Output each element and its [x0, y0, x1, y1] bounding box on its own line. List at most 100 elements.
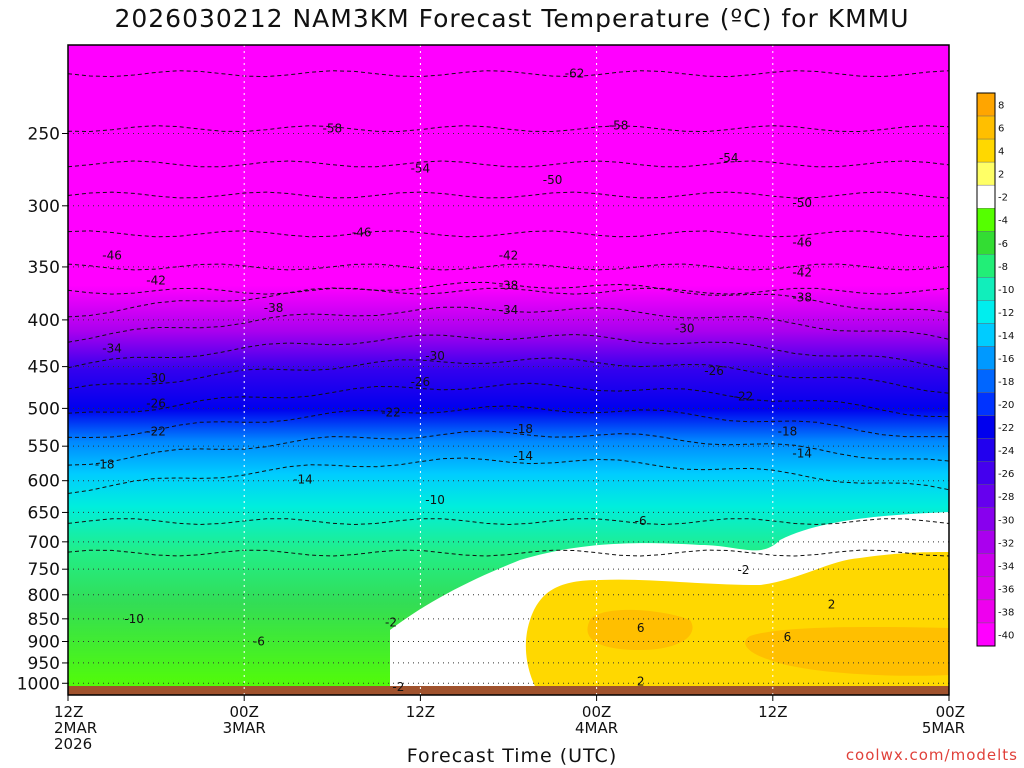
warmer-core: [587, 609, 693, 650]
contour-label: -42: [499, 248, 519, 262]
colorbar-swatch: [976, 277, 996, 301]
contour-label: -54: [719, 151, 739, 165]
x-axis-label: Forecast Time (UTC): [406, 745, 618, 767]
y-tick-label: 800: [28, 586, 60, 606]
contour-label: -26: [411, 375, 431, 389]
y-tick-label: 900: [28, 632, 60, 652]
contour-label: -26: [146, 397, 166, 411]
x-tick-label: 00Z: [936, 703, 965, 721]
colorbar-swatch: [976, 346, 996, 370]
contour-label: -18: [778, 424, 798, 438]
chart-title: 2026030212 NAM3KM Forecast Temperature (…: [114, 4, 910, 33]
colorbar-swatch: [976, 231, 996, 255]
contour-line: [68, 357, 949, 394]
colorbar-label: -4: [998, 216, 1008, 227]
colorbar-label: 6: [998, 124, 1004, 135]
contour-label: -62: [565, 67, 585, 81]
contour-line: [68, 263, 949, 271]
colorbar-swatch: [976, 115, 996, 140]
contour-label: -22: [734, 389, 754, 403]
colorbar-label: -32: [998, 538, 1014, 549]
x-tick-label: 12Z: [54, 703, 83, 721]
x-tick-label: 12Z: [406, 703, 435, 721]
colorbar-label: -36: [998, 584, 1014, 595]
colorbar-label: -26: [998, 469, 1014, 480]
colorbar-swatch: [976, 392, 996, 416]
contour-label: -46: [352, 226, 372, 240]
contour-line: [68, 430, 949, 466]
colorbar-label: 2: [998, 170, 1004, 181]
contour-line: [68, 125, 949, 133]
contour-line: [68, 518, 949, 526]
colorbar-swatch: [976, 184, 996, 209]
contour-line: [68, 306, 949, 343]
y-tick-label: 550: [28, 437, 60, 457]
colorbar-label: -10: [998, 285, 1014, 296]
contour-line: [68, 382, 949, 418]
contour-line: [68, 457, 949, 494]
contour-label: -38: [499, 279, 519, 293]
y-tick-label: 400: [28, 311, 60, 331]
x-tick-label: 5MAR: [922, 719, 965, 737]
colorbar-swatch: [976, 323, 996, 347]
contour-label: -54: [411, 161, 431, 175]
contour-label: -14: [792, 446, 812, 460]
contour-label: -58: [322, 122, 342, 136]
colorbar-label: -30: [998, 515, 1014, 526]
contour-line: [68, 191, 949, 199]
colorbar-label: -28: [998, 492, 1014, 503]
colorbar-swatch: [976, 461, 996, 485]
colorbar-swatch: [976, 530, 996, 555]
contour-label: 6: [637, 621, 645, 635]
credit-link[interactable]: coolwx.com/modelts: [845, 746, 1018, 764]
x-tick-label: 4MAR: [575, 719, 618, 737]
colorbar-swatch: [976, 300, 996, 324]
colorbar-label: -6: [998, 239, 1008, 250]
contour-label: -14: [293, 472, 313, 486]
contour-line: [68, 287, 949, 295]
contour-label: -50: [792, 196, 812, 210]
contour-line: [68, 405, 949, 439]
contour-label: -42: [146, 273, 166, 287]
colorbar-label: -2: [998, 193, 1008, 204]
x-tick-label: 2026: [54, 735, 92, 753]
colorbar-swatch: [976, 576, 996, 601]
colorbar-swatch: [976, 484, 996, 508]
x-tick-label: 3MAR: [223, 719, 266, 737]
colorbar-label: -22: [998, 423, 1014, 434]
contour-label: -14: [513, 449, 533, 463]
y-tick-label: 750: [28, 560, 60, 580]
contour-label: -10: [124, 612, 144, 626]
y-tick-label: 500: [28, 399, 60, 419]
contour-label: -2: [392, 680, 404, 694]
contour-label: -30: [675, 322, 695, 336]
colorbar-swatch: [976, 438, 996, 462]
colorbar-swatch: [976, 415, 996, 439]
contour-label: -50: [543, 173, 563, 187]
y-tick-label: 950: [28, 654, 60, 674]
colorbar-swatch: [976, 369, 996, 393]
contour-label: -58: [609, 118, 629, 132]
y-tick-label: 600: [28, 472, 60, 492]
colorbar-swatch: [976, 507, 996, 531]
contour-label: -22: [146, 424, 166, 438]
colorbar-label: -20: [998, 400, 1014, 411]
contour-label: 2: [828, 598, 836, 612]
contour-label: -26: [704, 364, 724, 378]
contour-label: -34: [499, 303, 519, 317]
contour-line: [68, 549, 949, 557]
colorbar-label: -18: [998, 377, 1014, 388]
contour-label: -18: [513, 422, 533, 436]
colorbar-swatch: [976, 161, 996, 186]
colorbar-frame: [976, 92, 996, 647]
contour-line: [68, 160, 949, 168]
y-tick-label: 350: [28, 258, 60, 278]
colorbar-label: -14: [998, 331, 1014, 342]
colorbar-swatch: [976, 622, 996, 647]
colorbar-swatch: [976, 138, 996, 163]
y-tick-label: 700: [28, 533, 60, 553]
colorbar-label: -8: [998, 262, 1008, 273]
x-tick-label: 00Z: [582, 703, 611, 721]
contour-label: -38: [792, 290, 812, 304]
y-tick-label: 1000: [17, 674, 60, 694]
